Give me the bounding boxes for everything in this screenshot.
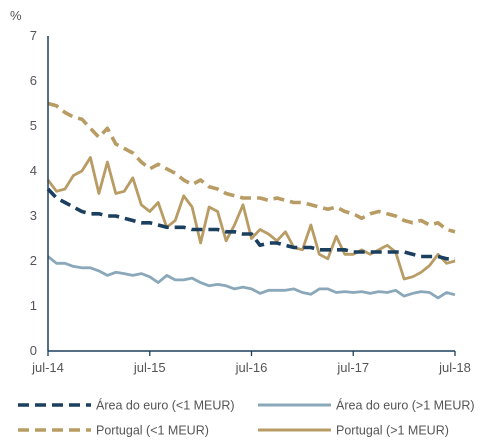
- y-tick-label: 4: [30, 163, 37, 178]
- legend-label: Portugal (>1 MEUR): [336, 424, 449, 438]
- y-tick-label: 1: [30, 298, 37, 313]
- x-tick-label: jul-16: [235, 360, 268, 375]
- legend-label: Área do euro (>1 MEUR): [336, 398, 475, 413]
- x-tick-label: jul-15: [133, 360, 166, 375]
- y-tick-label: 7: [30, 28, 37, 43]
- series-layer: [46, 101, 456, 300]
- series-line-4: [46, 156, 456, 281]
- x-tick-label: jul-17: [336, 360, 369, 375]
- legend: Área do euro (<1 MEUR) Área do euro (>1 M…: [18, 398, 475, 438]
- y-axis-labels: 0 1 2 3 4 5 6 7: [30, 28, 37, 358]
- y-tick-label: 5: [30, 118, 37, 133]
- legend-label: Portugal (<1 MEUR): [96, 424, 209, 438]
- y-unit-label: %: [10, 8, 22, 23]
- x-tick-label: jul-14: [31, 360, 64, 375]
- x-tick-label: jul-18: [438, 360, 471, 375]
- y-tick-label: 6: [30, 73, 37, 88]
- x-axis-ticks: jul-14 jul-15 jul-16 jul-17 jul-18: [31, 351, 471, 375]
- legend-label: Área do euro (<1 MEUR): [96, 398, 235, 413]
- series-line-1: [46, 187, 455, 261]
- y-tick-label: 3: [30, 208, 37, 223]
- series-line-2: [47, 255, 456, 300]
- y-tick-label: 2: [30, 253, 37, 268]
- series-line-3: [47, 101, 456, 234]
- y-tick-label: 0: [30, 343, 37, 358]
